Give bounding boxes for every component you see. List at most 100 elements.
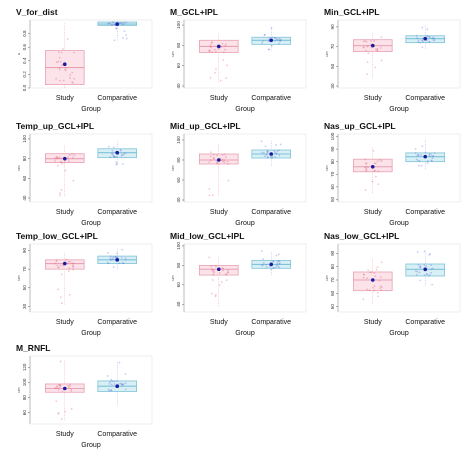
- data-point: [373, 40, 376, 42]
- y-tick-label: 0.8: [22, 30, 27, 37]
- category-label: Study: [364, 319, 382, 326]
- data-point: [373, 162, 376, 165]
- data-point: [365, 169, 368, 171]
- data-point: [62, 79, 65, 82]
- data-point: [415, 34, 418, 37]
- data-point: [263, 34, 266, 36]
- data-point: [431, 157, 434, 160]
- data-point: [266, 150, 269, 153]
- category-label: Study: [364, 209, 382, 216]
- data-point: [109, 22, 111, 24]
- data-point: [423, 250, 426, 253]
- panel-title: Nas_low_GCL+IPL: [324, 231, 399, 241]
- data-point: [276, 260, 279, 263]
- plot-frame: [29, 19, 153, 89]
- data-point: [223, 159, 226, 162]
- data-point: [125, 37, 128, 40]
- data-point: [209, 45, 211, 48]
- data-point: [54, 160, 57, 162]
- data-point: [113, 383, 116, 385]
- x-axis-label: Group: [389, 220, 409, 227]
- data-point: [415, 158, 418, 161]
- data-point: [421, 145, 424, 148]
- data-point: [72, 265, 75, 268]
- data-point: [121, 248, 124, 251]
- data-point: [112, 256, 115, 259]
- data-point: [267, 40, 270, 43]
- y-tick-label: 0.6: [22, 44, 27, 51]
- data-point: [115, 27, 118, 30]
- data-point: [370, 46, 373, 49]
- data-point: [362, 298, 365, 301]
- data-point: [209, 155, 212, 158]
- y-tick-label: 100: [22, 135, 27, 143]
- data-point: [365, 167, 368, 170]
- data-point: [376, 266, 379, 269]
- data-point: [372, 286, 374, 289]
- data-point: [267, 150, 270, 153]
- data-point: [122, 153, 125, 156]
- data-point: [418, 164, 420, 167]
- data-point: [62, 264, 64, 267]
- data-point: [57, 60, 60, 63]
- data-point: [265, 153, 268, 156]
- mean-dot: [62, 261, 67, 266]
- data-point: [114, 256, 117, 259]
- data-point: [54, 262, 57, 265]
- data-point: [433, 39, 436, 42]
- panel-nas-low-gcl-ipl: Nas_low_GCL+IPL 50 60 70 80 90 um Study Comparat…: [314, 230, 464, 338]
- x-axis-label: Group: [81, 442, 101, 449]
- data-point: [117, 383, 120, 385]
- panel-temp-low-gcl-ipl: Temp_low_GCL+IPL 30 50 70 90 um Study Comparati…: [6, 230, 156, 338]
- data-point: [72, 264, 74, 267]
- data-point: [260, 140, 263, 143]
- data-point: [274, 156, 277, 158]
- data-point: [113, 39, 116, 42]
- data-point: [260, 250, 263, 252]
- y-tick-label: 0.4: [22, 57, 27, 64]
- category-label: Comparative: [97, 209, 137, 216]
- data-point: [417, 154, 420, 157]
- data-point: [422, 40, 424, 43]
- data-point: [428, 40, 431, 43]
- data-point: [64, 68, 66, 71]
- data-point: [69, 74, 72, 76]
- data-point: [270, 156, 273, 159]
- y-tick-label: 100: [176, 136, 181, 144]
- data-point: [362, 40, 365, 43]
- y-tick-label: 100: [22, 378, 27, 386]
- data-point: [60, 160, 62, 163]
- mean-dot: [216, 158, 221, 162]
- data-point: [365, 166, 367, 168]
- panel-title: Nas_up_GCL+IPL: [324, 121, 396, 131]
- data-point: [270, 27, 273, 29]
- data-point: [124, 373, 127, 375]
- data-point: [57, 412, 60, 414]
- data-point: [68, 294, 71, 296]
- data-point: [60, 188, 63, 191]
- data-point: [222, 269, 225, 272]
- y-tick-label: 50: [330, 196, 335, 202]
- data-point: [57, 51, 60, 54]
- data-point: [376, 49, 379, 51]
- data-point: [373, 289, 376, 292]
- data-point: [111, 23, 114, 26]
- y-axis-label: um: [171, 51, 175, 56]
- data-point: [58, 383, 61, 386]
- y-tick-label: 70: [330, 44, 335, 50]
- data-point: [416, 154, 419, 157]
- data-point: [380, 160, 383, 163]
- data-point: [278, 39, 280, 42]
- data-point: [58, 383, 60, 386]
- data-point: [112, 146, 115, 149]
- data-point: [268, 265, 271, 268]
- data-point: [366, 73, 369, 76]
- data-point: [274, 151, 276, 154]
- data-point: [420, 153, 422, 156]
- data-point: [66, 384, 69, 387]
- data-point: [111, 149, 114, 152]
- data-point: [211, 279, 214, 281]
- data-point: [275, 266, 277, 269]
- panel-plot: M_GCL+IPL 40 60 80 100 um Study Comparative Grou…: [170, 7, 307, 113]
- y-tick-label: 100: [176, 21, 181, 29]
